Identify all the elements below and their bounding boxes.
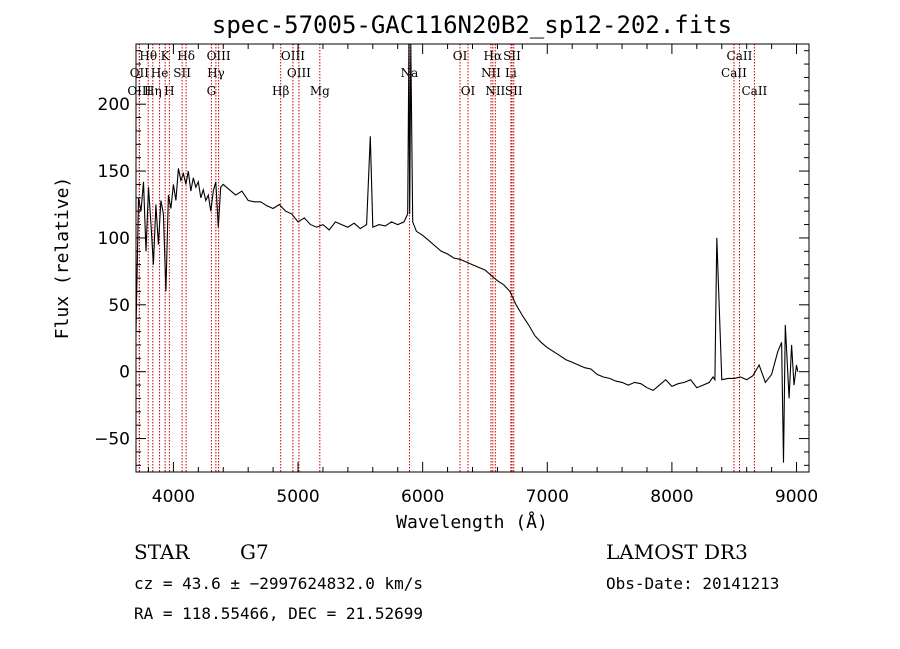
line-marker-label: NII	[485, 84, 505, 98]
line-marker-label: Hδ	[177, 49, 195, 63]
line-marker-label: G	[207, 84, 217, 98]
y-tick-label: 0	[119, 363, 130, 383]
line-marker-label: Hθ	[139, 49, 157, 63]
plot-frame	[135, 43, 810, 473]
line-marker-label: CaII	[741, 84, 767, 98]
x-tick-label: 8000	[650, 487, 693, 507]
object-class: STAR	[134, 540, 190, 564]
line-marker-label: He	[151, 66, 169, 80]
line-marker-label: SII	[173, 66, 191, 80]
object-subclass: G7	[240, 540, 269, 564]
line-marker-label: OIII	[207, 49, 231, 63]
line-marker-label: OIII	[287, 66, 311, 80]
x-tick-label: 5000	[276, 487, 319, 507]
line-marker-label: SII	[505, 84, 523, 98]
line-marker-label: OII	[130, 66, 150, 80]
line-marker-label: OI	[461, 84, 476, 98]
x-axis: 4000 5000 6000 7000 8000 9000	[147, 44, 818, 507]
line-marker-label: Hγ	[207, 66, 225, 80]
y-tick-label: 100	[98, 229, 130, 249]
y-axis-label: Flux (relative)	[52, 177, 73, 340]
line-marker-label: K	[161, 49, 171, 63]
spectrum-line	[135, 43, 799, 463]
y-tick-label: −50	[94, 430, 130, 450]
line-marker-label: Hη	[144, 84, 162, 98]
line-marker-label: Hβ	[272, 84, 289, 98]
line-marker-label: CaII	[721, 66, 747, 80]
line-marker-label: H	[164, 84, 174, 98]
line-marker-label: SII	[503, 49, 521, 63]
redshift-velocity: cz = 43.6 ± −2997624832.0 km/s	[134, 574, 423, 593]
y-axis: −50 0 50 100 150 200	[94, 50, 809, 466]
line-markers	[138, 44, 755, 472]
line-marker-label: CaII	[727, 49, 753, 63]
y-tick-label: 50	[108, 296, 130, 316]
survey-name: LAMOST DR3	[606, 540, 748, 564]
x-tick-label: 9000	[775, 487, 818, 507]
line-marker-label: Li	[505, 66, 517, 80]
x-tick-label: 4000	[152, 487, 195, 507]
x-tick-label: 6000	[401, 487, 444, 507]
line-marker-label: NII	[481, 66, 501, 80]
line-marker-label: Hα	[484, 49, 503, 63]
chart-title: spec-57005-GAC116N20B2_sp12-202.fits	[212, 11, 732, 39]
y-tick-label: 150	[98, 162, 130, 182]
y-tick-label: 200	[98, 95, 130, 115]
x-axis-label: Wavelength (Å)	[396, 511, 548, 533]
line-marker-label: OI	[453, 49, 468, 63]
line-marker-label: Mg	[310, 84, 330, 98]
line-marker-label: OIII	[281, 49, 305, 63]
x-tick-label: 7000	[526, 487, 569, 507]
observation-date: Obs-Date: 20141213	[606, 574, 779, 593]
coordinates: RA = 118.55466, DEC = 21.52699	[134, 604, 423, 623]
